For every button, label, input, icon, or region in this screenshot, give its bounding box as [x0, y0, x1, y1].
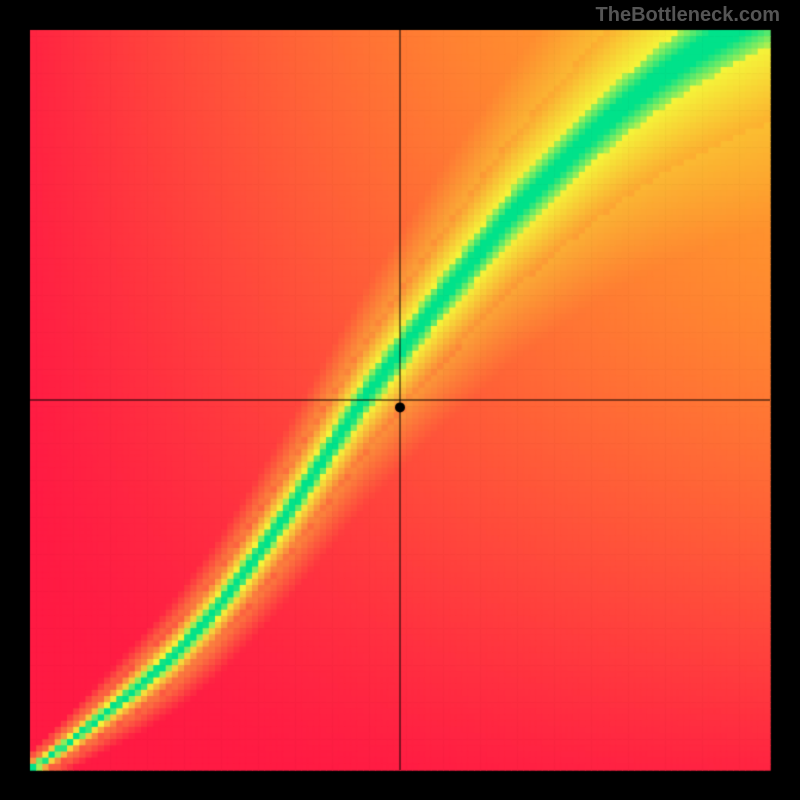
- watermark-text: TheBottleneck.com: [596, 4, 780, 27]
- bottleneck-heatmap: [0, 0, 800, 800]
